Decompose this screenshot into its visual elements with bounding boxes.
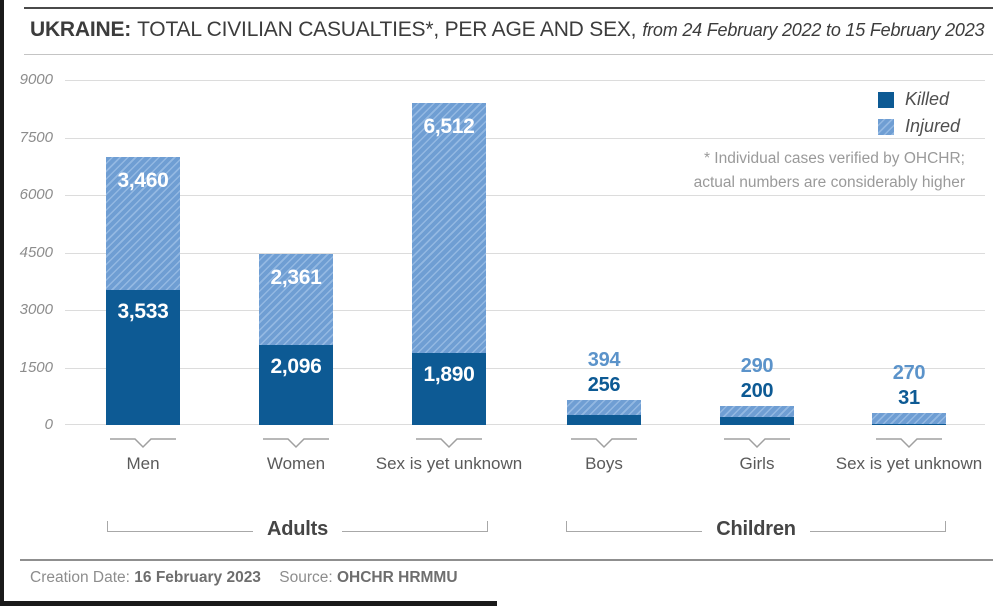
gridline: [65, 310, 985, 311]
value-label-killed: 1,890: [423, 362, 475, 386]
footer-rule: [20, 559, 993, 561]
brace-icon: [261, 436, 331, 449]
category-label-women-1: Women: [266, 454, 326, 473]
gridline: [65, 424, 985, 425]
bottom-border: [0, 601, 497, 606]
legend: Killed Injured: [878, 86, 963, 140]
value-labels: 270 31: [832, 361, 986, 411]
group-bracket-adults: Adults: [107, 508, 488, 540]
segment-injured: [567, 400, 641, 416]
left-border: [0, 0, 4, 606]
gridline: [65, 367, 985, 369]
y-axis-label: 0: [44, 416, 53, 433]
bar-column-women-1: 2,361 2,096: [259, 254, 333, 425]
top-rule: [24, 7, 993, 9]
value-label-killed: 2,096: [270, 354, 322, 378]
category-label-girls-4: Girls: [739, 454, 775, 473]
source-label: Source:: [279, 569, 333, 586]
bracket-arm: [809, 521, 947, 532]
chart-note: * Individual cases verified by OHCHR; ac…: [694, 147, 965, 195]
segment-injured: [720, 406, 794, 418]
segment-killed: [567, 415, 641, 425]
value-label-injured: 2,361: [270, 266, 322, 290]
brace-icon: [722, 436, 792, 449]
category-label-sex-is-yet-unknown-5: Sex is yet unknown: [835, 454, 983, 473]
value-label-injured: 270: [892, 362, 926, 385]
segment-killed: [872, 423, 946, 425]
value-labels: 394 256: [527, 348, 681, 398]
value-label-injured: 6,512: [423, 114, 475, 138]
gridline: [65, 80, 985, 81]
gridline: [65, 137, 985, 139]
value-label-injured: 3,460: [117, 168, 169, 192]
segment-injured: [872, 413, 946, 424]
value-label-injured: 290: [740, 355, 774, 378]
segment-killed: [720, 417, 794, 425]
bracket-arm: [342, 521, 488, 532]
bracket-arm: [566, 521, 703, 532]
category-label-boys-3: Boys: [585, 454, 623, 473]
killed-swatch-icon: [878, 91, 894, 108]
legend-item-killed: Killed: [878, 86, 963, 113]
title-rule: [24, 54, 993, 55]
brace-icon: [569, 436, 639, 449]
creation-date-value: 16 February 2023: [134, 569, 261, 586]
segment-killed: 2,096: [259, 344, 333, 425]
x-axis: Men Women Sex is yet unknown Boys Girls Sex i…: [65, 430, 985, 492]
y-axis-label: 3000: [19, 301, 53, 318]
brace-icon: [874, 436, 944, 449]
legend-killed-label: Killed: [905, 89, 950, 109]
bar-column-boys-3: 394 256: [567, 349, 641, 425]
title-main: TOTAL CIVILIAN CASUALTIES*, PER AGE AND …: [137, 18, 637, 41]
bracket-arm: [107, 521, 253, 532]
title-country: UKRAINE:: [30, 18, 132, 41]
bar-column-girls-4: 290 200: [720, 355, 794, 425]
category-label-men-0: Men: [126, 454, 160, 473]
segment-injured: 3,460: [106, 156, 180, 290]
value-label-killed: 200: [740, 380, 774, 403]
value-label-injured: 394: [587, 349, 621, 372]
y-axis-label: 9000: [19, 71, 53, 88]
value-label-killed: 3,533: [117, 299, 169, 323]
bar-column-men-0: 3,460 3,533: [106, 156, 180, 425]
value-label-killed: 31: [898, 387, 920, 410]
legend-injured-label: Injured: [905, 116, 961, 136]
group-label-children: Children: [716, 518, 796, 540]
creation-date-label: Creation Date:: [30, 569, 130, 586]
segment-injured: 2,361: [259, 254, 333, 345]
y-axis-label: 1500: [19, 358, 53, 376]
injured-swatch-icon: [878, 118, 894, 135]
y-axis-label: 6000: [19, 186, 53, 203]
gridline: [65, 195, 985, 196]
brace-icon: [108, 436, 178, 449]
segment-killed: 1,890: [412, 352, 486, 425]
group-label-adults: Adults: [266, 518, 329, 540]
plot-area: 3,460 3,533 2,361 2,096 6,512 1,890 394 256 290 2…: [65, 80, 985, 425]
page-title: UKRAINE: TOTAL CIVILIAN CASUALTIES*, PER …: [30, 18, 985, 42]
legend-item-injured: Injured: [878, 113, 963, 140]
footer: Creation Date: 16 February 2023 Source: …: [30, 569, 458, 587]
gridline: [65, 252, 985, 254]
segment-injured: 6,512: [412, 102, 486, 353]
brace-icon: [414, 436, 484, 449]
category-label-sex-is-yet-unknown-2: Sex is yet unknown: [375, 454, 523, 473]
value-labels: 290 200: [680, 354, 834, 404]
y-axis-labels: 0 1500 3000 4500 6000 7500 9000: [6, 71, 55, 433]
source-value: OHCHR HRMMU: [336, 569, 458, 586]
note-line-1: * Individual cases verified by OHCHR;: [703, 150, 965, 167]
y-axis-label: 7500: [19, 128, 53, 146]
segment-killed: 3,533: [106, 289, 180, 425]
bar-column-sex-is-yet-unknown-2: 6,512 1,890: [412, 102, 486, 425]
y-axis-label: 4500: [19, 243, 53, 261]
title-period: from 24 February 2022 to 15 February 202…: [642, 20, 985, 40]
value-label-killed: 256: [587, 374, 621, 397]
bar-column-sex-is-yet-unknown-5: 270 31: [872, 362, 946, 425]
group-bracket-children: Children: [566, 508, 947, 540]
note-line-2: actual numbers are considerably higher: [693, 174, 965, 191]
